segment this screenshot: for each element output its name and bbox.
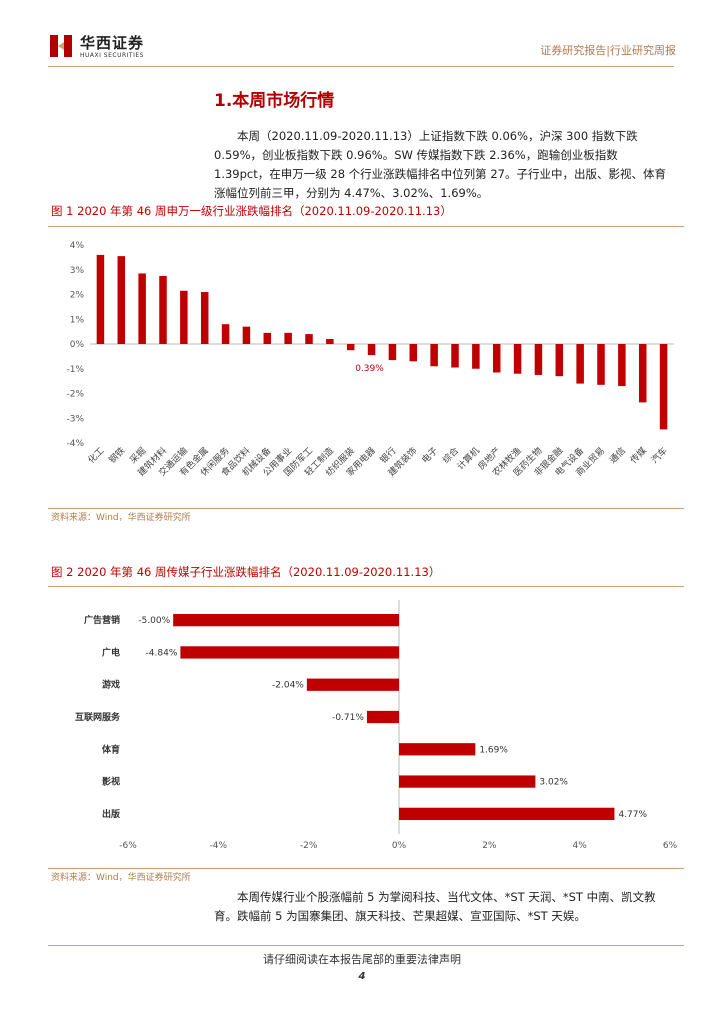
bar-游戏 [306,678,399,691]
bar-机械设备 [263,332,272,344]
header-divider [48,66,674,67]
bar-休闲服务 [221,324,230,344]
bar-家用电器 [367,344,376,356]
data-label: -5.00% [138,616,170,626]
bar-农林牧渔 [513,344,522,374]
market-summary-paragraph: 本周（2020.11.09-2020.11.13）上证指数下跌 0.06%，沪深… [214,129,666,200]
bar-建筑材料 [159,275,167,344]
figure2-bottom-divider [48,868,684,869]
category-label: 体育 [102,743,120,755]
annotation-label: 0.39% [355,364,384,374]
report-type: 证券研究报告|行业研究周报 [540,44,676,57]
bar-房地产 [492,344,501,373]
bar-公用事业 [284,332,292,344]
footer-divider [48,945,684,946]
bar-有色金属 [200,292,209,344]
bar-影视 [399,775,536,788]
data-label: -4.84% [146,648,178,658]
y-tick-label: 1% [70,315,85,325]
category-label: 传媒 [628,445,649,466]
page-number: 4 [358,971,366,982]
category-label: 计算机 [454,445,482,473]
data-label: -0.71% [332,713,364,723]
y-tick-label: -2% [66,390,84,400]
y-tick-label: -4% [66,439,84,449]
x-tick-label: -2% [300,841,318,851]
figure1-caption: 图 1 2020 年第 46 周申万一级行业涨跌幅排名（2020.11.09-2… [51,204,452,218]
industry-return-chart: 4%3%2%1%0%-1%-2%-3%-4%化工 钢铁 采掘建筑材料交通运输有色金属… [66,241,674,479]
figure1-source: 资料来源：Wind，华西证券研究所 [51,513,191,523]
bar-化工 [96,254,105,344]
bar-商业贸易 [597,344,605,385]
category-label: 游戏 [102,679,120,691]
media-subindustry-chart: -6% -4% -2% 0% 2% 4% 6% 广告营销 -5.00% 广电 -4.84% 游戏 -2.… [75,600,678,851]
figure2-source: 资料来源：Wind，华西证券研究所 [51,873,191,883]
category-label: 汽车 [648,445,669,466]
bar-广告营销 [173,614,399,627]
bar-电气设备 [576,344,584,384]
category-label: 钢铁 [106,445,127,466]
bar-交通运输 [180,290,188,344]
brand-name-en: HUAXI SECURITIES [80,52,144,59]
x-tick-label: 0% [392,841,407,851]
bar-互联网服务 [366,710,399,724]
bar-钢铁 [117,256,126,344]
x-tick-label: 4% [573,841,588,851]
figure2-top-divider [48,586,684,587]
bar-体育 [399,743,476,756]
x-tick-label: 2% [482,841,497,851]
y-tick-label: 3% [70,266,85,276]
y-tick-label: -3% [66,414,84,424]
figure2-caption: 图 2 2020 年第 46 周传媒子行业涨跌幅排名（2020.11.09-20… [51,565,441,579]
category-label: 通信 [607,445,628,466]
bar-出版 [399,807,615,820]
y-tick-label: 0% [70,340,85,350]
category-label: 广电 [102,646,120,658]
bar-综合 [451,344,459,368]
category-label: 出版 [102,808,120,820]
bar-通信 [618,344,626,387]
stock-movers-paragraph: 本周传媒行业个股涨幅前 5 为掌阅科技、当代文体、*ST 天润、*ST 中南、凯… [214,890,656,923]
bar-建筑装饰 [409,344,418,362]
y-tick-label: -1% [66,365,84,375]
y-tick-label: 4% [70,241,85,251]
category-label: 影视 [102,776,120,788]
bar-电子 [430,344,438,367]
figure1-bottom-divider [48,508,684,509]
section-title: 1.本周市场行情 [214,91,335,111]
bar-广电 [180,646,399,659]
data-label: 3.02% [539,778,568,788]
bar-计算机 [472,344,480,369]
bar-轻工制造 [326,339,334,344]
x-tick-label: 6% [663,841,678,851]
x-tick-label: -4% [210,841,228,851]
data-label: 4.77% [618,810,647,820]
category-label: 化工 [85,445,106,466]
data-label: 1.69% [479,745,508,755]
bar-国防军工 [305,334,313,344]
category-label: 互联网服务 [75,711,121,723]
bar-非银金融 [555,344,564,377]
legal-notice: 请仔细阅读在本报告尾部的重要法律声明 [263,953,461,966]
data-label: -2.04% [272,681,304,691]
y-tick-label: 2% [70,291,85,301]
x-tick-label: -6% [119,841,137,851]
figure1-top-divider [48,226,684,227]
brand-name-cn: 华西证券 [80,34,145,52]
brand-logo-icon [50,35,72,57]
bar-纺织服装 [346,344,355,351]
bar-食品饮料 [242,326,251,344]
bar-传媒 [638,344,647,403]
bar-银行 [388,344,397,361]
bar-采掘 [138,273,146,344]
bar-医药生物 [534,344,543,375]
category-label: 电子 [419,445,440,466]
bar-汽车 [659,344,668,430]
category-label: 广告营销 [84,614,120,626]
